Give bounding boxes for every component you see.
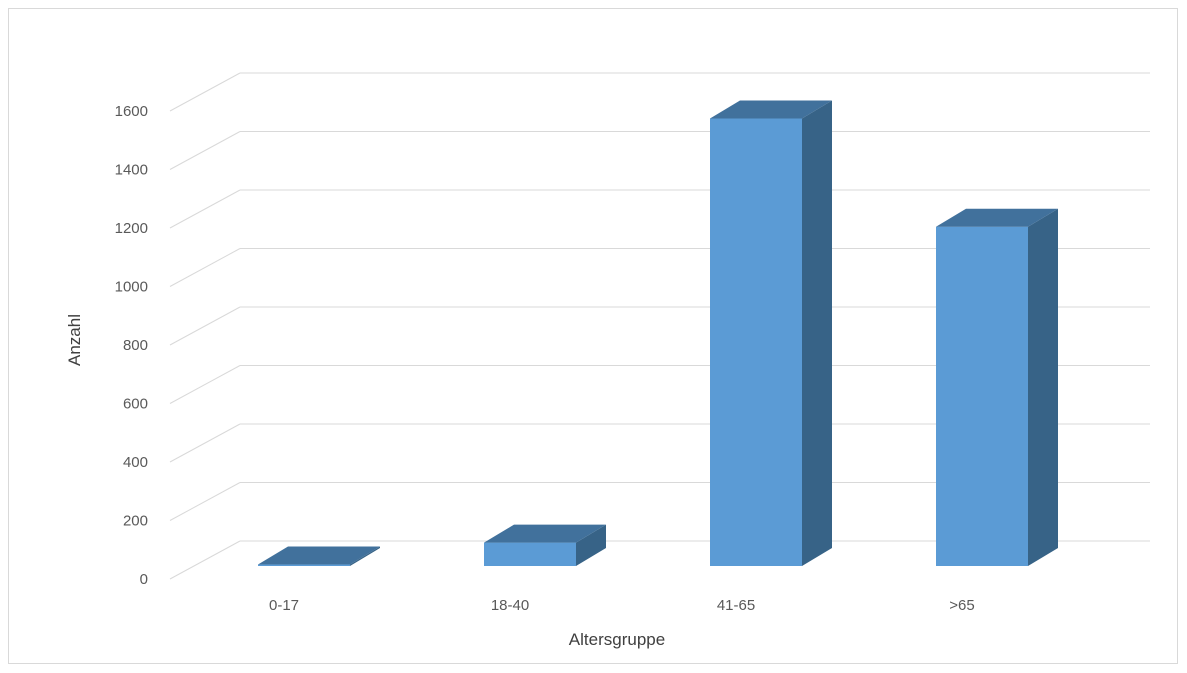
- bar-front: [936, 226, 1028, 566]
- y-tick-label: 200: [123, 513, 148, 530]
- gridline-diagonal: [169, 423, 241, 463]
- x-axis-title: Altersgruppe: [569, 630, 665, 649]
- y-tick-labels: 0 200 400 600 800 1000 1200 1400 1600: [115, 103, 148, 588]
- gridline-diagonal: [169, 540, 241, 580]
- x-tick-label: 18-40: [491, 597, 529, 614]
- x-tick-label: 0-17: [269, 597, 299, 614]
- gridline-diagonal: [169, 365, 241, 404]
- bar-front: [484, 542, 576, 566]
- y-tick-label: 1000: [115, 279, 148, 296]
- gridline-diagonal: [169, 189, 241, 229]
- gridline-diagonal: [169, 482, 241, 521]
- bar-side: [802, 100, 832, 566]
- bar-front: [710, 118, 802, 566]
- x-tick-labels: 0-17 18-40 41-65 >65: [269, 597, 975, 614]
- y-axis-title: Anzahl: [65, 314, 84, 366]
- bar-front: [258, 564, 350, 566]
- y-tick-label: 1600: [115, 103, 148, 120]
- bar-side: [350, 546, 380, 566]
- x-tick-label: 41-65: [717, 597, 755, 614]
- y-tick-label: 800: [123, 337, 148, 354]
- y-tick-label: 600: [123, 396, 148, 413]
- y-tick-label: 1200: [115, 220, 148, 237]
- bar-side: [576, 524, 606, 566]
- bar-top: [710, 100, 832, 119]
- x-tick-label: >65: [949, 597, 974, 614]
- bars: [258, 100, 1058, 566]
- bar-side: [1028, 208, 1058, 566]
- gridline-diagonal: [169, 248, 241, 287]
- y-tick-label: 1400: [115, 162, 148, 179]
- y-tick-label: 400: [123, 454, 148, 471]
- bar-top: [484, 524, 606, 543]
- bar-top: [258, 546, 380, 565]
- gridline-diagonal: [169, 131, 241, 170]
- bar-top: [936, 208, 1058, 227]
- gridline-diagonal: [169, 306, 241, 346]
- y-tick-label: 0: [140, 571, 148, 588]
- gridline-diagonal: [169, 72, 241, 112]
